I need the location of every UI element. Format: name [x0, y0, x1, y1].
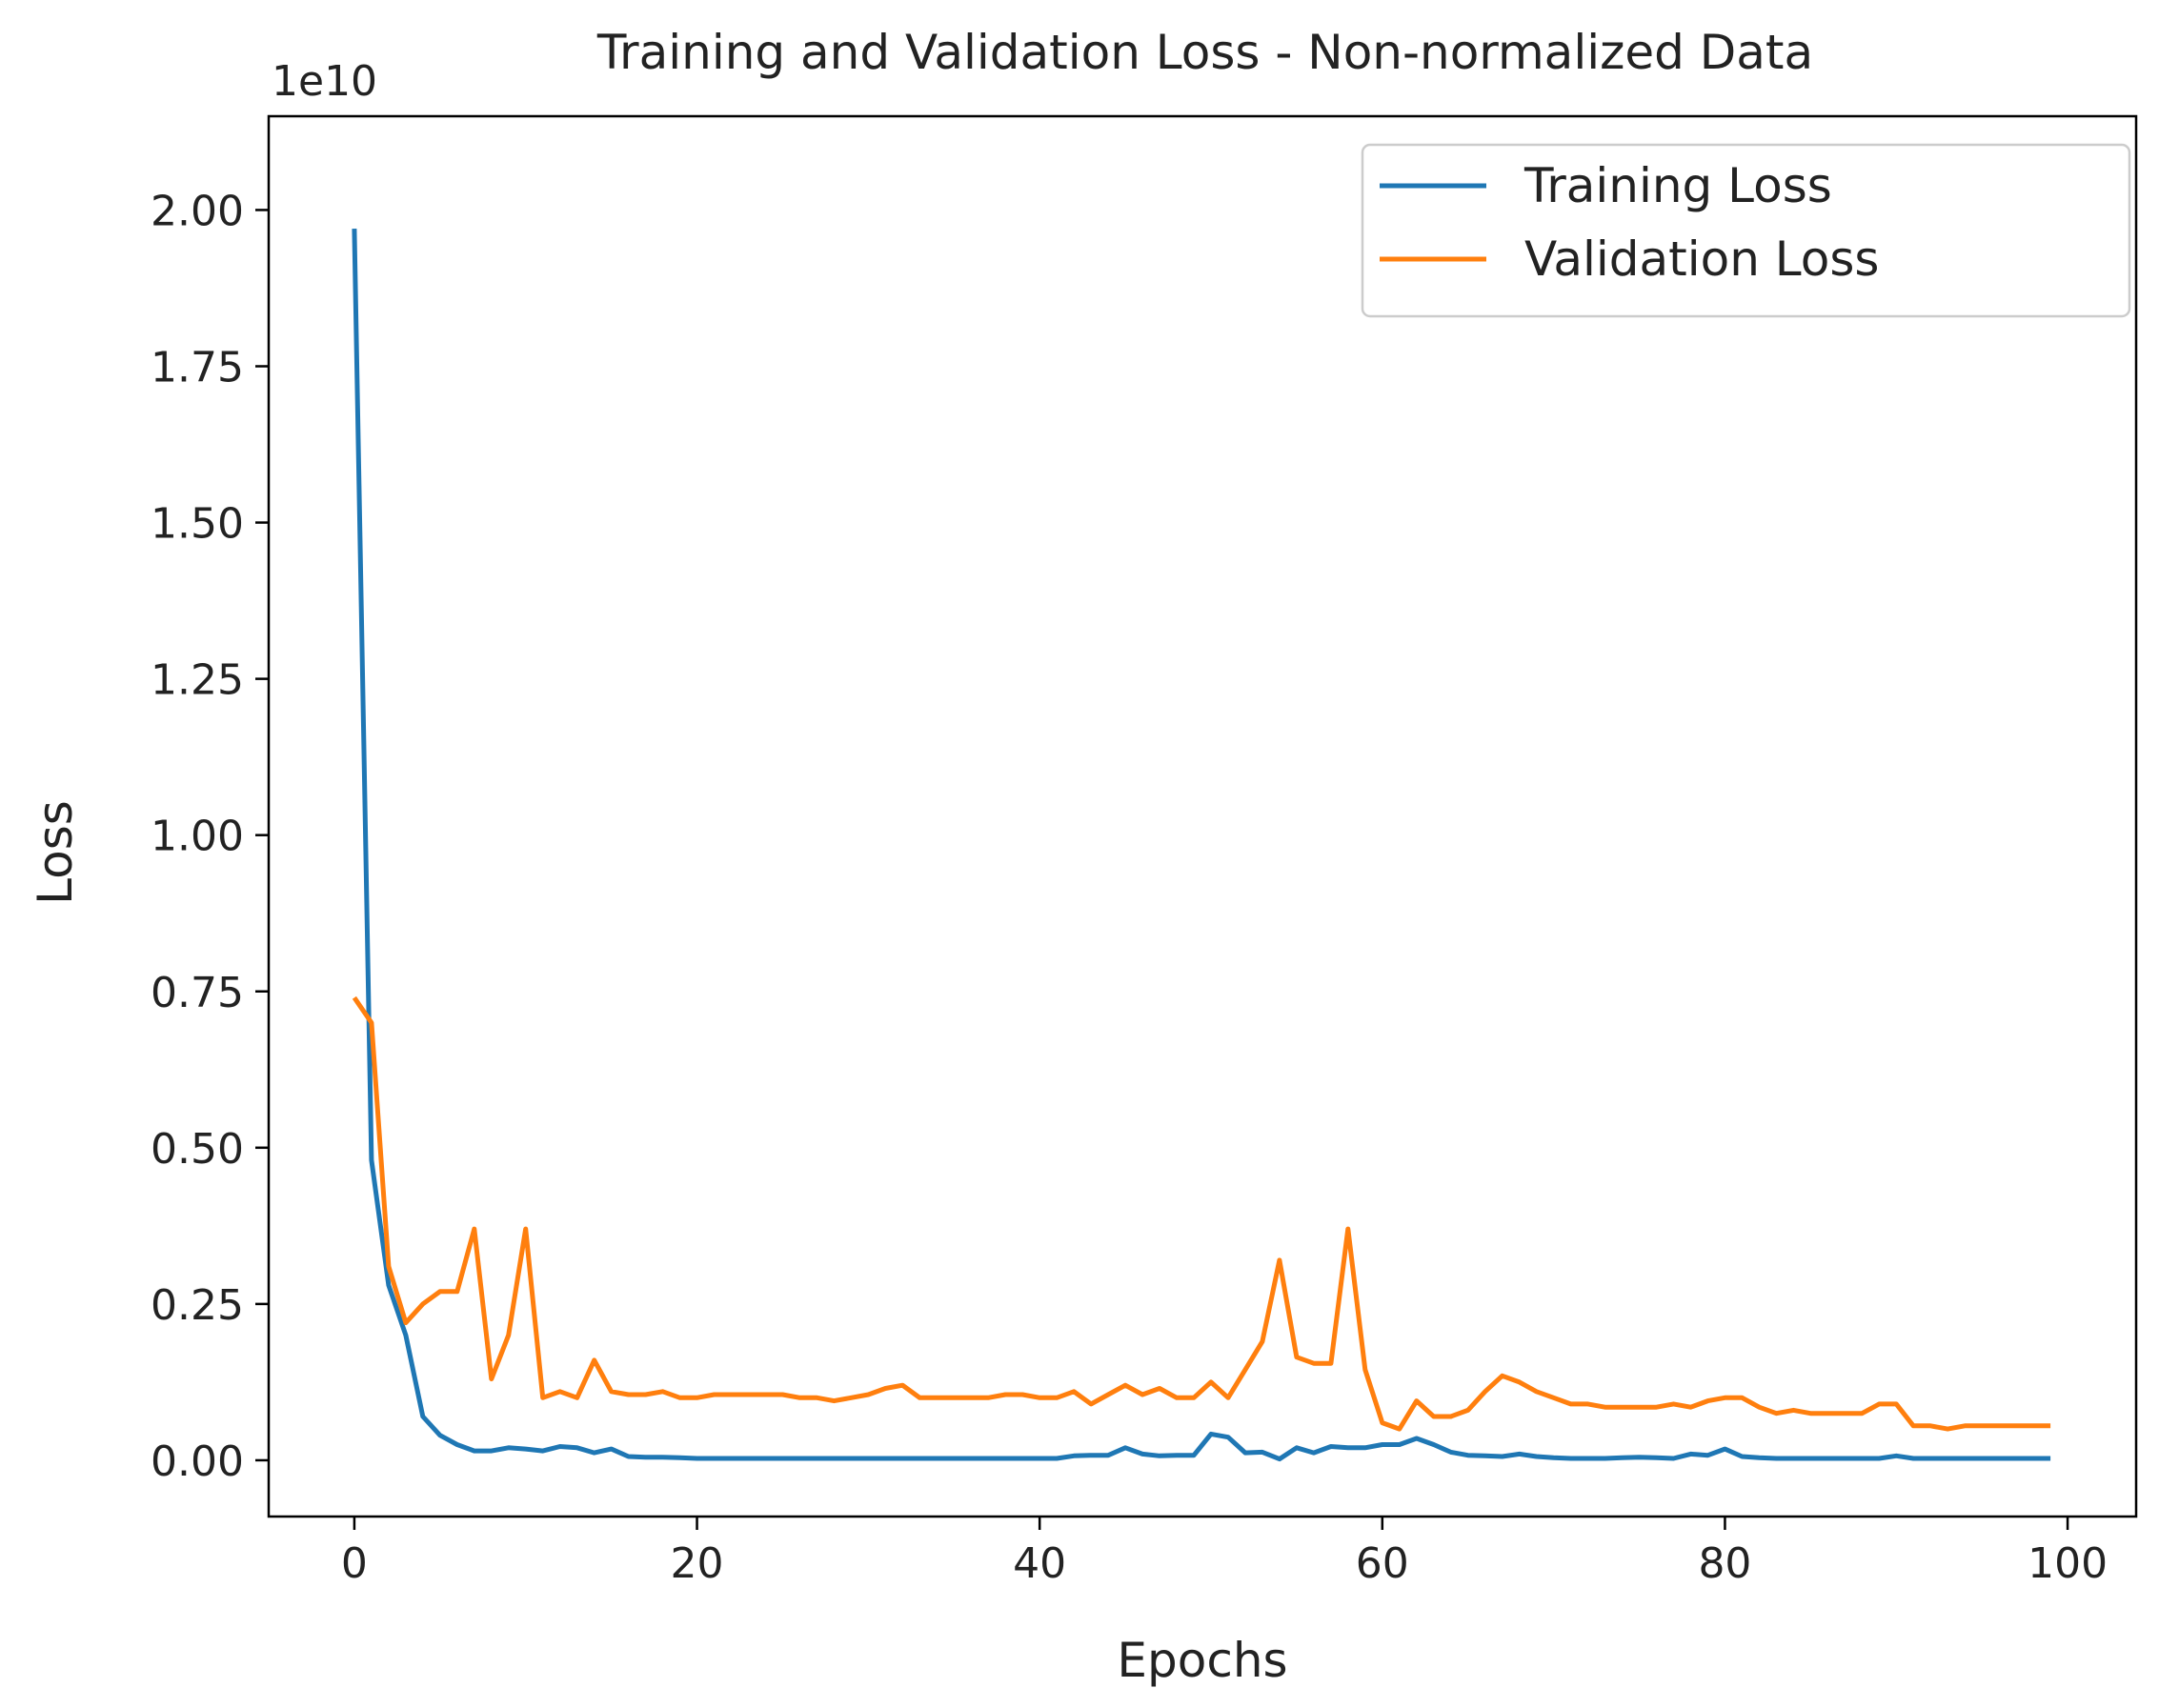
y-tick-label: 0.00: [151, 1437, 244, 1486]
x-tick-label: 80: [1698, 1539, 1751, 1588]
x-tick-label: 20: [671, 1539, 724, 1588]
legend-box: [1361, 143, 2131, 318]
y-tick-label: 0.75: [151, 969, 244, 1017]
y-tick-label: 1.75: [151, 344, 244, 392]
y-offset-label: 1e10: [272, 57, 377, 106]
y-axis-ticks: 0.00 0.25 0.50 0.75 1.00 1.25 1.50 1.75 2.00: [151, 187, 269, 1486]
y-tick-label: 2.00: [151, 187, 244, 235]
y-tick-label: 1.00: [151, 813, 244, 861]
chart-title: Training and Validation Loss - Non-norma…: [596, 25, 1813, 80]
x-tick-label: 40: [1013, 1539, 1066, 1588]
x-tick-label: 100: [2028, 1539, 2108, 1588]
legend-label-training-loss: Training Loss: [1523, 158, 1832, 213]
plot-frame: [267, 114, 2138, 1518]
legend-label-validation-loss: Validation Loss: [1524, 231, 1879, 287]
series-line-validation-loss: [352, 995, 2051, 1432]
y-tick-label: 1.25: [151, 656, 244, 705]
y-axis-label: Loss: [28, 800, 83, 905]
series-line-training-loss: [352, 229, 2051, 1462]
y-tick-label: 0.50: [151, 1125, 244, 1174]
x-tick-label: 60: [1356, 1539, 1409, 1588]
x-axis-label: Epochs: [1117, 1633, 1287, 1688]
y-tick-label: 0.25: [151, 1281, 244, 1330]
x-axis-ticks: 0 20 40 60 80 100: [341, 1517, 2108, 1588]
x-tick-label: 0: [341, 1539, 368, 1588]
series-lines: [352, 229, 2051, 1462]
legend: Training Loss Validation Loss: [1361, 143, 2131, 318]
y-tick-label: 1.50: [151, 500, 244, 549]
